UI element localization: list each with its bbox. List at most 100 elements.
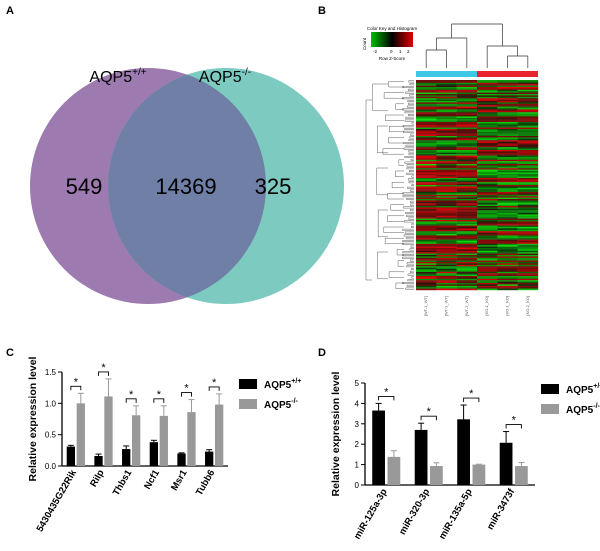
heatmap-cell [436,218,457,221]
heatmap-cell [416,243,437,246]
heatmap-cell [436,255,457,257]
heatmap-cell [517,158,539,160]
heatmap-cell [517,133,539,135]
heatmap-cell [416,220,437,222]
heatmap-cell [436,99,457,102]
heatmap-cell [517,185,539,187]
significance-bracket [125,398,137,403]
heatmap-cell [517,159,539,162]
heatmap-cell [456,89,478,92]
venn-overlap-region [108,68,266,304]
heatmap-cell [477,203,498,205]
heatmap-cell [517,208,539,211]
heatmap-cell [456,260,478,263]
heatmap-cell [497,187,518,190]
heatmap-cell [517,235,539,237]
heatmap-cell [436,106,457,109]
heatmap-cell [497,208,518,211]
heatmap-cell [477,84,498,86]
heatmap-cell [517,229,539,232]
panel-label-a: A [6,5,14,17]
heatmap-cell [456,144,478,146]
heatmap-cell [497,236,518,239]
bar [177,453,186,466]
dendrogram-branch [407,88,414,91]
heatmap-cell [456,186,478,188]
heatmap-cell [416,201,437,204]
heatmap-cell [517,89,539,92]
heatmap-cell [416,88,437,90]
dendrogram-branch [406,284,414,287]
column-dendrogram [425,23,529,68]
heatmap-cell [436,267,457,270]
heatmap-cell [416,81,437,83]
heatmap-cell [517,264,539,267]
heatmap-cell [436,203,457,205]
heatmap-cell [436,228,457,230]
heatmap-cell [436,89,457,92]
dendrogram-branch [390,204,404,211]
heatmap-cell [517,115,539,117]
heatmap-cell [517,249,539,251]
heatmap-cell [416,284,437,286]
heatmap-cell [416,189,437,191]
heatmap-cell [456,215,478,218]
y-tick-label: 1.5 [45,368,57,377]
heatmap-cell [477,193,498,195]
heatmap-cell [456,274,478,277]
significance-bracket [181,392,192,397]
heatmap-cell [497,166,518,169]
heatmap-cell [456,99,478,102]
heatmap-cell [517,211,539,214]
heatmap-cell [497,206,518,208]
heatmap-cell [477,161,498,163]
heatmap-cell [497,222,518,225]
heatmap-cell [517,196,539,198]
heatmap-cell [497,82,518,85]
heatmap-cell [416,172,437,174]
heatmap-cell [416,229,437,232]
heatmap-cell [456,218,478,221]
heatmap-cell [517,263,539,265]
heatmap-cell [456,234,478,236]
heatmap-cell [436,225,457,228]
heatmap-cell [477,164,498,166]
heatmap-cell [436,117,457,120]
heatmap-cell [477,262,498,264]
heatmap-cell [416,288,437,291]
heatmap-cell [517,255,539,257]
heatmap-cell [436,124,457,127]
heatmap-cell [416,236,437,239]
heatmap-cell [497,262,518,264]
heatmap-cell [517,288,539,291]
heatmap-cell [497,96,518,99]
dendrogram-branch [395,103,404,110]
heatmap-cell [456,82,478,85]
heatmap-cell [416,137,437,139]
heatmap-cell [497,218,518,221]
heatmap-cell [477,204,498,207]
heatmap-cell [416,91,437,93]
heatmap-cell [436,210,457,212]
heatmap-cell [456,185,478,187]
heatmap-cell [436,215,457,218]
heatmap-cell [436,194,457,197]
heatmap-cell [456,236,478,239]
heatmap-cell [436,222,457,225]
heatmap-cell [436,84,457,86]
heatmap-cell [456,232,478,235]
heatmap-cell [436,126,457,128]
heatmap-cell [456,117,478,120]
heatmap-cell [517,278,539,281]
heatmap-cell [517,80,539,82]
heatmap-cell [477,259,498,261]
heatmap-cell [436,136,457,138]
bar [159,415,168,466]
heatmap-cell [517,113,539,116]
heatmap-cell [416,204,437,207]
heatmap-cell [416,120,437,123]
heatmap-cell [416,131,437,134]
heatmap-cell [416,249,437,251]
heatmap-cell [497,284,518,286]
dendrogram-branch [402,240,414,242]
